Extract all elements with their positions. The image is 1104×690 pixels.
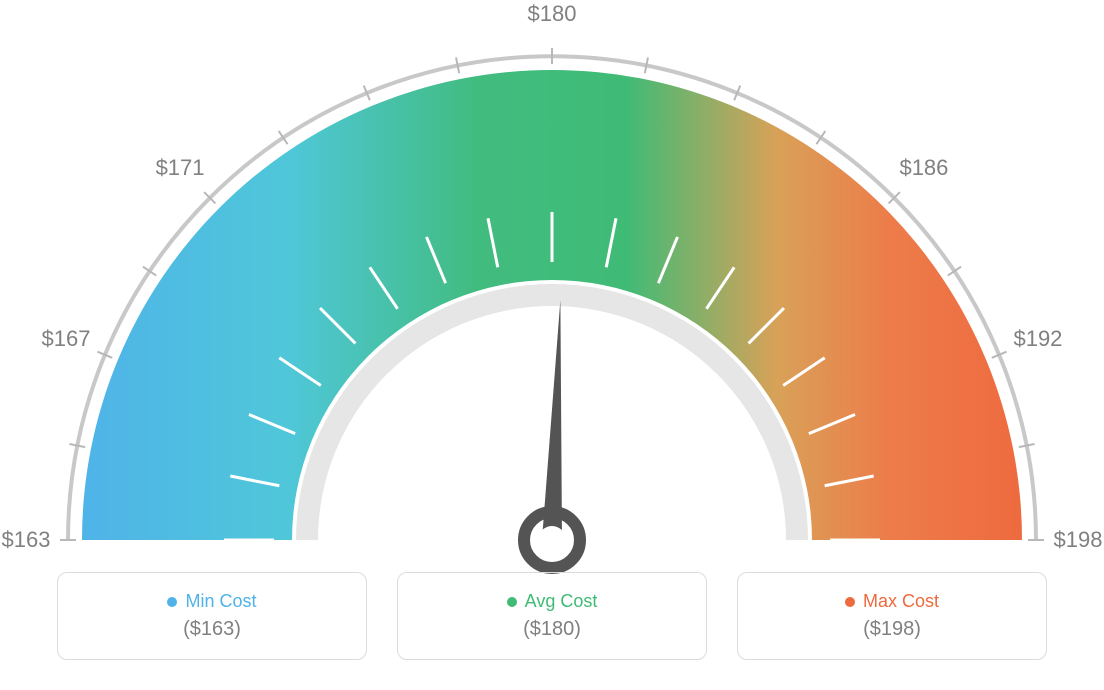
gauge-tick-label: $180 (528, 1, 577, 27)
gauge-tick-label: $171 (156, 155, 205, 181)
gauge-tick-label: $198 (1054, 527, 1103, 553)
max-cost-card: Max Cost ($198) (737, 572, 1047, 660)
avg-cost-label: Avg Cost (525, 591, 598, 612)
gauge: $163$167$171$180$186$192$198 (42, 40, 1062, 560)
min-cost-card: Min Cost ($163) (57, 572, 367, 660)
max-cost-title: Max Cost (845, 591, 939, 612)
gauge-tick-label: $186 (899, 155, 948, 181)
min-dot-icon (167, 597, 177, 607)
avg-cost-title: Avg Cost (507, 591, 598, 612)
min-cost-value: ($163) (183, 618, 241, 641)
gauge-tick-label: $192 (1013, 326, 1062, 352)
avg-dot-icon (507, 597, 517, 607)
gauge-tick-label: $167 (42, 326, 91, 352)
summary-cards: Min Cost ($163) Avg Cost ($180) Max Cost… (57, 572, 1047, 660)
min-cost-title: Min Cost (167, 591, 256, 612)
avg-cost-card: Avg Cost ($180) (397, 572, 707, 660)
chart-container: $163 $167 $171 $180 $186 $192 $198 Min Cost ($… (0, 0, 1104, 690)
gauge-tick-label: $163 (2, 527, 51, 553)
min-cost-label: Min Cost (185, 591, 256, 612)
avg-cost-value: ($180) (523, 618, 581, 641)
max-cost-label: Max Cost (863, 591, 939, 612)
max-dot-icon (845, 597, 855, 607)
gauge-svg (42, 40, 1062, 600)
max-cost-value: ($198) (863, 618, 921, 641)
